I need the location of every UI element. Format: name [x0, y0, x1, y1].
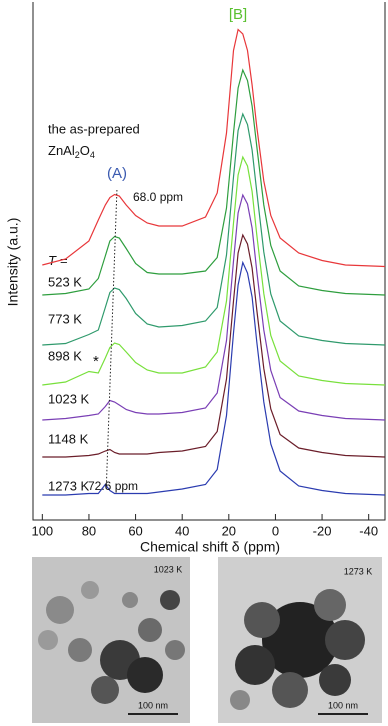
peak-b-label: [B]: [229, 6, 247, 23]
star-marker: *: [93, 353, 99, 370]
y-axis-label: Intensity (a.u.): [5, 218, 21, 307]
formula-part: ZnAl: [48, 143, 75, 158]
spectrum-line: [42, 260, 386, 496]
series-label: 523 K: [48, 274, 82, 289]
scale-bar-label: 100 nm: [138, 700, 168, 710]
spectrum-line: [42, 28, 386, 268]
x-tick-label: 80: [82, 523, 96, 538]
spectrum-line: [42, 112, 386, 346]
formula-subscript: 4: [90, 150, 95, 160]
equals-sign: =: [60, 253, 68, 268]
series-label: the as-prepared: [48, 121, 140, 136]
series-label: 1273 K: [48, 478, 90, 493]
series-label: 773 K: [48, 311, 82, 326]
x-tick-label: 60: [128, 523, 142, 538]
x-tick-label: -40: [359, 523, 378, 538]
image-label: 1023 K: [154, 564, 183, 574]
formula-subscript: 2: [75, 150, 80, 160]
shift-label: 72.6 ppm: [88, 479, 138, 493]
tem-image-right: [218, 557, 382, 723]
x-tick-label: 40: [175, 523, 189, 538]
axis-frame: [32, 2, 386, 521]
peak-guide: [105, 189, 118, 491]
spectrum-line: [42, 233, 386, 458]
x-axis-label: Chemical shift δ (ppm): [140, 539, 280, 555]
spectrum-line: [42, 68, 386, 296]
image-label: 1273 K: [344, 566, 373, 576]
temperature-symbol: T: [48, 253, 57, 268]
formula: ZnAl2O4: [48, 143, 95, 160]
series-label: 1148 K: [48, 431, 89, 446]
tem-image-left: [32, 557, 190, 723]
x-tick-label: 100: [31, 523, 53, 538]
scale-bar-label: 100 nm: [328, 700, 358, 710]
temperature-label: T =: [48, 253, 68, 268]
shift-label: 68.0 ppm: [133, 190, 183, 204]
x-tick-label: -20: [313, 523, 332, 538]
formula-part: O: [80, 143, 90, 158]
x-tick-label: 20: [222, 523, 236, 538]
peak-a-label: (A): [107, 165, 127, 182]
series-label: 898 K: [48, 348, 82, 363]
spectrum-line: [42, 155, 386, 386]
spectrum-line: [42, 193, 386, 421]
series-label: 1023 K: [48, 391, 90, 406]
x-tick-label: 0: [272, 523, 279, 538]
